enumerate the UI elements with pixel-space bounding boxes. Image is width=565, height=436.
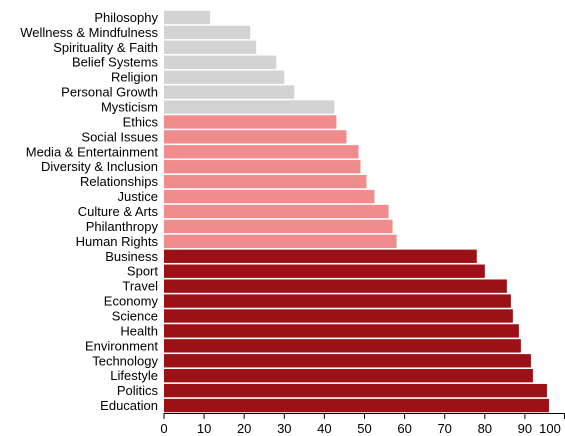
bar-lifestyle [164, 369, 533, 383]
category-label: Mysticism [101, 100, 158, 115]
x-tick-label: 60 [397, 421, 411, 436]
category-label: Religion [111, 70, 158, 85]
bar-philosophy [164, 10, 211, 25]
bar-relationships [164, 174, 367, 189]
bar-belief-systems [164, 55, 277, 69]
category-label: Relationships [80, 174, 159, 189]
bar-justice [164, 189, 375, 204]
category-label: Human Rights [76, 234, 159, 249]
category-label: Travel [122, 279, 158, 294]
x-tick-label: 40 [317, 421, 331, 436]
x-tick-label: 30 [277, 421, 291, 436]
category-label: Media & Entertainment [26, 144, 159, 159]
bar-education [164, 398, 549, 413]
category-label: Personal Growth [61, 85, 158, 100]
category-label: Lifestyle [110, 368, 158, 383]
category-label: Environment [85, 338, 158, 353]
bar-sport [164, 264, 485, 278]
bar-philanthropy [164, 219, 393, 234]
bar-wellness-mindfulness [164, 25, 251, 40]
bar-human-rights [164, 234, 397, 249]
category-label: Politics [117, 383, 159, 398]
bars-group [164, 10, 549, 413]
bar-social-issues [164, 130, 347, 144]
category-label: Philanthropy [86, 219, 159, 234]
x-tick-label: 90 [518, 421, 532, 436]
x-tick-label: 80 [478, 421, 492, 436]
bar-mysticism [164, 100, 335, 114]
bar-media-entertainment [164, 145, 359, 159]
category-label: Sport [127, 264, 158, 279]
category-label: Business [105, 249, 158, 264]
bar-personal-growth [164, 85, 295, 99]
category-label: Philosophy [94, 10, 158, 25]
bar-science [164, 309, 513, 323]
bar-diversity-inclusion [164, 160, 361, 174]
x-axis: 0 10 20 30 40 50 60 70 80 90 100 [160, 413, 565, 436]
category-label: Health [120, 323, 158, 338]
bar-business [164, 249, 477, 263]
category-label: Culture & Arts [78, 204, 159, 219]
bar-politics [164, 383, 547, 398]
category-label: Justice [118, 189, 158, 204]
bar-economy [164, 294, 511, 308]
bar-spirituality-faith [164, 40, 257, 54]
bar-culture-arts [164, 204, 389, 219]
bar-ethics [164, 115, 337, 129]
bar-technology [164, 354, 531, 368]
x-tick-label: 50 [357, 421, 371, 436]
bar-travel [164, 279, 507, 293]
category-label: Social Issues [81, 129, 158, 144]
x-tick-label: 20 [237, 421, 251, 436]
bar-environment [164, 339, 521, 353]
category-label: Science [112, 308, 158, 323]
x-tick-label: 10 [197, 421, 211, 436]
category-label: Wellness & Mindfulness [20, 25, 158, 40]
category-label: Education [100, 398, 158, 413]
category-label: Diversity & Inclusion [41, 159, 158, 174]
bar-health [164, 324, 519, 338]
x-tick-label: 100 [539, 421, 561, 436]
category-label: Technology [92, 353, 158, 368]
x-tick-label: 70 [437, 421, 451, 436]
category-label: Economy [104, 294, 159, 309]
x-tick-label: 0 [160, 421, 167, 436]
bar-religion [164, 70, 285, 84]
category-label: Spirituality & Faith [53, 40, 158, 55]
category-label: Belief Systems [72, 55, 158, 70]
category-label: Ethics [123, 114, 159, 129]
